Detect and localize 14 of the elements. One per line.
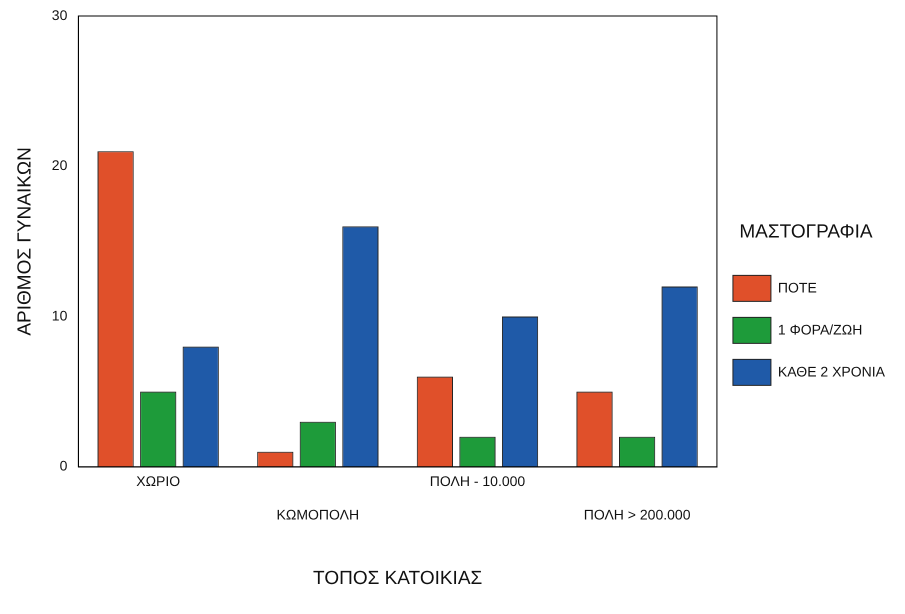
legend-label: 1 ΦΟΡΑ/ΖΩΗ: [778, 321, 862, 338]
legend-title: ΜΑΣΤΟΓΡΑΦΙΑ: [739, 221, 873, 242]
y-tick-label: 20: [52, 157, 68, 174]
x-tick-label: ΧΩΡΙΟ: [136, 473, 180, 490]
y-tick-label: 30: [52, 6, 68, 23]
x-tick-label: ΠΟΛΗ > 200.000: [584, 506, 691, 523]
y-axis-title: ΑΡΙΘΜΟΣ ΓΥΝΑΙΚΩΝ: [14, 147, 36, 336]
y-tick-label: 0: [60, 458, 68, 474]
x-axis-title: ΤΟΠΟΣ ΚΑΤΟΙΚΙΑΣ: [313, 568, 482, 589]
legend-label: ΠΟΤΕ: [778, 279, 817, 296]
y-tick-label: 10: [52, 307, 68, 324]
legend-label: ΚΑΘΕ 2 ΧΡΟΝΙΑ: [778, 363, 886, 380]
x-tick-label: ΠΟΛΗ - 10.000: [430, 473, 526, 490]
x-tick-label: ΚΩΜΟΠΟΛΗ: [276, 506, 360, 523]
